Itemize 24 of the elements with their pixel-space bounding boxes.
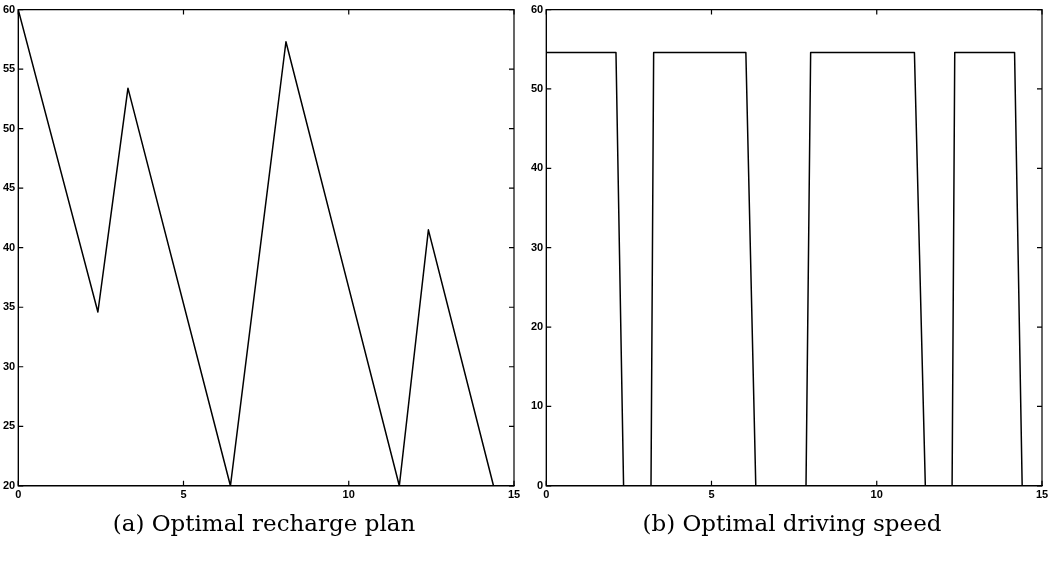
y-tick-label: 35 bbox=[2, 300, 16, 313]
x-tick-label: 15 bbox=[507, 488, 521, 501]
text: (a) Optimal recharge plan bbox=[111, 510, 417, 536]
y-tick-label: 25 bbox=[2, 419, 16, 432]
y-tick-label: 10 bbox=[530, 399, 544, 412]
y-tick-label: 20 bbox=[530, 320, 544, 333]
y-tick-label: 0 bbox=[537, 478, 544, 491]
y-tick-label: 20 bbox=[2, 478, 16, 491]
y-tick-label: 30 bbox=[530, 240, 544, 253]
y-tick-label: 30 bbox=[2, 359, 16, 372]
y-tick-label: 50 bbox=[530, 82, 544, 94]
y-tick-label: 50 bbox=[2, 121, 16, 134]
y-tick-label: 60 bbox=[2, 2, 16, 15]
y-tick-label: 45 bbox=[2, 181, 16, 194]
x-tick-label: 15 bbox=[1035, 488, 1049, 501]
x-tick-label: 10 bbox=[870, 488, 883, 501]
y-tick-label: 55 bbox=[2, 62, 16, 75]
x-tick-label: 10 bbox=[342, 488, 355, 501]
y-tick-label: 40 bbox=[530, 161, 544, 174]
text: (b) Optimal driving speed bbox=[641, 510, 943, 536]
x-tick-label: 5 bbox=[180, 488, 187, 501]
y-tick-label: 60 bbox=[530, 2, 544, 15]
y-tick-label: 40 bbox=[2, 240, 16, 253]
x-tick-label: 5 bbox=[708, 488, 715, 501]
